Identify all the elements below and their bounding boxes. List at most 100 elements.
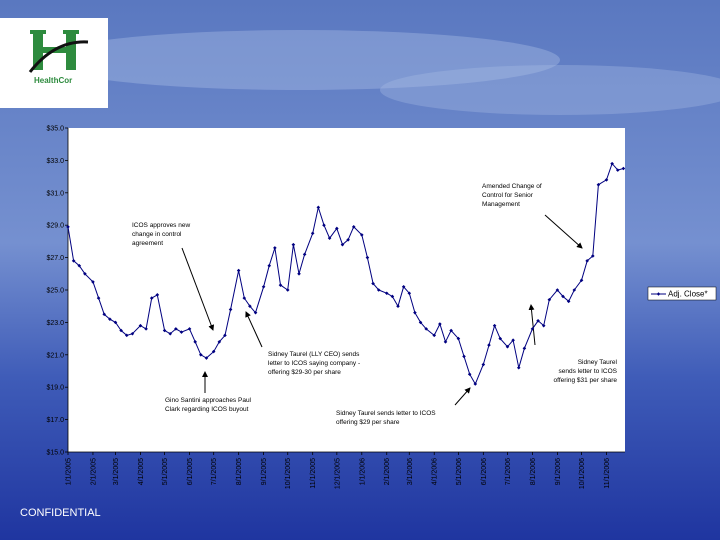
y-tick-label: $21.0: [46, 352, 64, 359]
y-tick-label: $19.0: [46, 385, 64, 392]
point-marker: [572, 288, 577, 292]
footer: CONFIDENTIAL: [20, 507, 101, 519]
annotation: offering $31 per share: [554, 377, 618, 384]
y-tick-label: $35.0: [46, 126, 64, 133]
point-marker: [297, 272, 301, 276]
x-tick-label: 5/1/2005: [162, 458, 169, 485]
x-tick-label: 10/1/2006: [579, 458, 586, 489]
point-marker: [547, 297, 552, 302]
point-marker: [223, 333, 227, 338]
point-marker: [168, 331, 173, 336]
point-marker: [413, 310, 417, 315]
y-tick-label: $17.0: [46, 417, 64, 424]
x-tick-label: 8/1/2005: [236, 458, 243, 485]
annotation: Sidney Taurel: [578, 359, 618, 366]
logo-text: HealthCor: [34, 76, 72, 85]
point-marker: [211, 349, 216, 354]
point-marker: [511, 338, 515, 343]
point-marker: [498, 336, 503, 341]
x-tick-label: 6/1/2006: [481, 458, 488, 485]
point-marker: [505, 344, 510, 349]
point-marker: [83, 272, 87, 276]
cloud: [40, 30, 560, 90]
point-marker: [119, 328, 123, 333]
point-marker: [71, 259, 76, 263]
x-tick-label: 12/1/2005: [334, 458, 341, 489]
point-marker: [596, 182, 601, 187]
point-marker: [516, 365, 521, 370]
point-marker: [144, 327, 148, 331]
point-marker: [96, 296, 101, 300]
annotation: change in control: [132, 231, 182, 238]
point-marker: [310, 231, 315, 236]
x-tick-label: 2/1/2005: [90, 458, 97, 485]
cloud: [380, 65, 720, 115]
x-tick-label: 9/1/2005: [261, 458, 268, 485]
point-marker: [492, 323, 497, 328]
point-marker: [365, 255, 370, 260]
plot-area: [68, 128, 625, 452]
annotation: Clark regarding ICOS buyout: [165, 406, 249, 413]
price-line: [67, 162, 624, 386]
legend: [647, 286, 717, 301]
point-marker: [261, 284, 266, 289]
point-marker: [174, 327, 178, 331]
legend-marker: [656, 292, 661, 296]
point-marker: [199, 353, 203, 357]
point-marker: [228, 307, 233, 312]
point-marker: [267, 263, 272, 268]
y-tick-label: $15.0: [46, 450, 64, 457]
point-marker: [585, 259, 589, 263]
annotation: sends letter to ICOS: [558, 368, 617, 375]
point-marker: [424, 327, 428, 331]
x-tick-label: 1/1/2005: [66, 458, 73, 485]
annotation: offering $29 per share: [336, 419, 400, 426]
x-tick-label: 9/1/2006: [555, 458, 562, 485]
point-marker: [462, 354, 466, 359]
point-marker: [193, 340, 197, 344]
annotation: offering $29-30 per share: [268, 369, 341, 376]
x-tick-label: 10/1/2005: [285, 458, 292, 489]
point-marker: [359, 233, 364, 237]
point-marker: [242, 296, 247, 300]
point-marker: [530, 327, 535, 331]
point-marker: [236, 268, 241, 273]
point-marker: [432, 333, 437, 338]
x-tick-label: 11/1/2005: [310, 458, 317, 489]
y-tick-label: $25.0: [46, 288, 64, 295]
point-marker: [376, 288, 381, 292]
point-marker: [555, 288, 560, 292]
point-marker: [604, 178, 609, 182]
point-marker: [179, 330, 184, 334]
point-marker: [621, 166, 626, 171]
point-marker: [340, 242, 345, 247]
point-marker: [566, 299, 571, 304]
point-marker: [473, 382, 478, 386]
point-marker: [396, 304, 400, 308]
x-tick-label: 3/1/2006: [407, 458, 414, 485]
x-tick-label: 3/1/2005: [113, 458, 120, 485]
point-marker: [77, 263, 82, 268]
point-marker: [467, 372, 472, 377]
point-marker: [248, 304, 252, 308]
logo-mark: [28, 30, 89, 73]
x-tick-label: 4/1/2005: [138, 458, 145, 485]
point-marker: [130, 331, 135, 336]
point-marker: [561, 294, 565, 299]
x-tick-label: 11/1/2006: [604, 458, 611, 489]
y-tick-label: $31.0: [46, 190, 64, 197]
point-marker: [536, 318, 540, 323]
point-marker: [291, 242, 296, 247]
point-marker: [124, 333, 129, 338]
point-marker: [138, 323, 143, 328]
point-marker: [351, 225, 356, 229]
point-marker: [418, 320, 423, 325]
point-marker: [285, 288, 290, 292]
annotation: Amended Change of: [482, 183, 542, 190]
point-marker: [253, 310, 258, 315]
y-tick-label: $29.0: [46, 223, 64, 230]
point-marker: [579, 278, 584, 283]
point-marker: [273, 246, 277, 250]
point-marker: [456, 336, 461, 341]
logo-box: [0, 18, 108, 108]
